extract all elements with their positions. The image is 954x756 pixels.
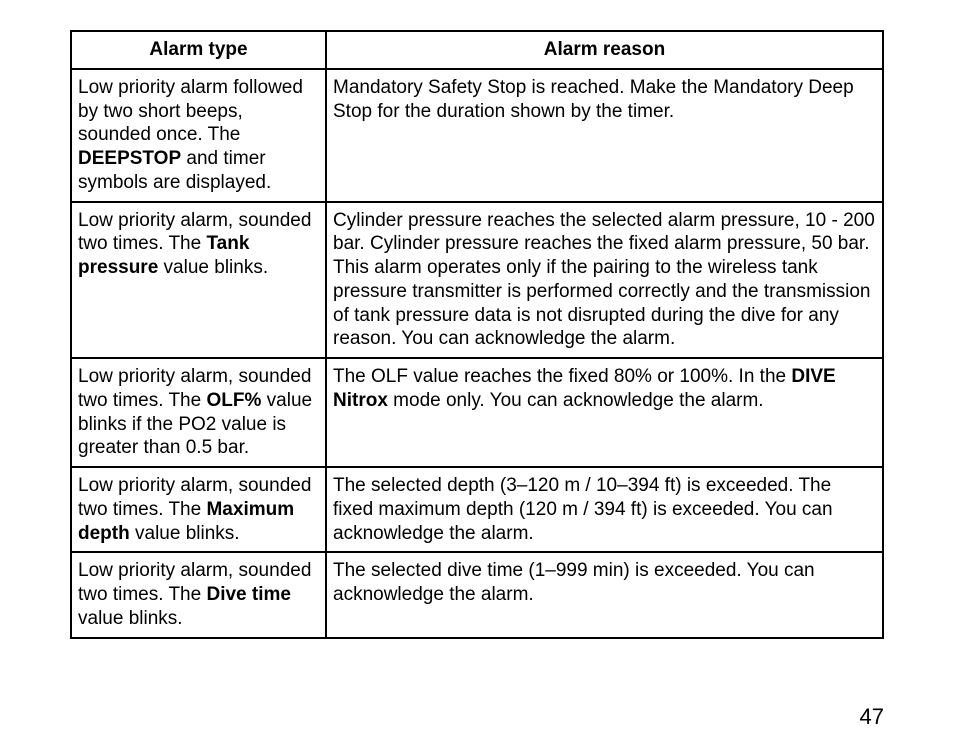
page: Alarm type Alarm reason Low priority ala… (0, 0, 954, 756)
cell-alarm-reason: The selected depth (3–120 m / 10–394 ft)… (326, 467, 883, 552)
table-row: Low priority alarm, sounded two times. T… (71, 358, 883, 467)
cell-alarm-reason: The OLF value reaches the fixed 80% or 1… (326, 358, 883, 467)
header-alarm-type: Alarm type (71, 31, 326, 69)
table-header-row: Alarm type Alarm reason (71, 31, 883, 69)
cell-alarm-type: Low priority alarm, sounded two times. T… (71, 202, 326, 359)
cell-alarm-reason: Mandatory Safety Stop is reached. Make t… (326, 69, 883, 202)
table-row: Low priority alarm followed by two short… (71, 69, 883, 202)
alarm-table: Alarm type Alarm reason Low priority ala… (70, 30, 884, 639)
cell-alarm-reason: Cylinder pressure reaches the selected a… (326, 202, 883, 359)
cell-alarm-type: Low priority alarm, sounded two times. T… (71, 552, 326, 637)
table-row: Low priority alarm, sounded two times. T… (71, 552, 883, 637)
table-row: Low priority alarm, sounded two times. T… (71, 467, 883, 552)
page-number: 47 (860, 704, 884, 730)
cell-alarm-reason: The selected dive time (1–999 min) is ex… (326, 552, 883, 637)
cell-alarm-type: Low priority alarm followed by two short… (71, 69, 326, 202)
alarm-table-body: Low priority alarm followed by two short… (71, 69, 883, 638)
header-alarm-reason: Alarm reason (326, 31, 883, 69)
table-row: Low priority alarm, sounded two times. T… (71, 202, 883, 359)
cell-alarm-type: Low priority alarm, sounded two times. T… (71, 467, 326, 552)
cell-alarm-type: Low priority alarm, sounded two times. T… (71, 358, 326, 467)
